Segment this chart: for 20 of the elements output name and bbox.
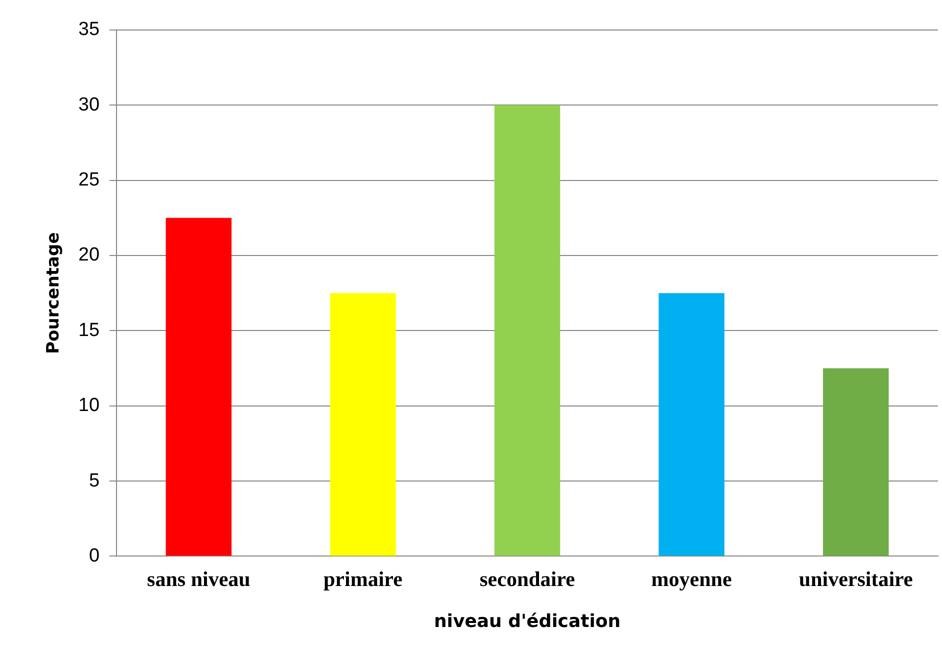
x-tick-label: primaire — [324, 567, 402, 592]
bar — [166, 218, 232, 556]
y-tick-label: 35 — [78, 19, 100, 40]
bar — [658, 293, 724, 556]
y-tick-label: 15 — [78, 320, 100, 341]
bar — [330, 293, 396, 556]
y-tick-label: 5 — [88, 470, 100, 492]
y-tick-label: 10 — [78, 395, 100, 416]
x-tick-label: secondaire — [480, 567, 575, 592]
y-tick-label: 25 — [78, 170, 100, 191]
y-axis-title: Pourcentage — [44, 232, 64, 354]
x-tick-label: moyenne — [651, 567, 732, 592]
y-tick-label: 20 — [78, 244, 100, 266]
x-tick-label: universitaire — [798, 567, 913, 592]
y-tick-label: 30 — [78, 94, 100, 116]
x-tick-label: sans niveau — [147, 567, 251, 592]
bar — [822, 368, 889, 556]
x-axis-title: niveau d'édication — [434, 610, 621, 632]
bar — [494, 105, 560, 556]
y-tick-label: 0 — [88, 545, 100, 566]
